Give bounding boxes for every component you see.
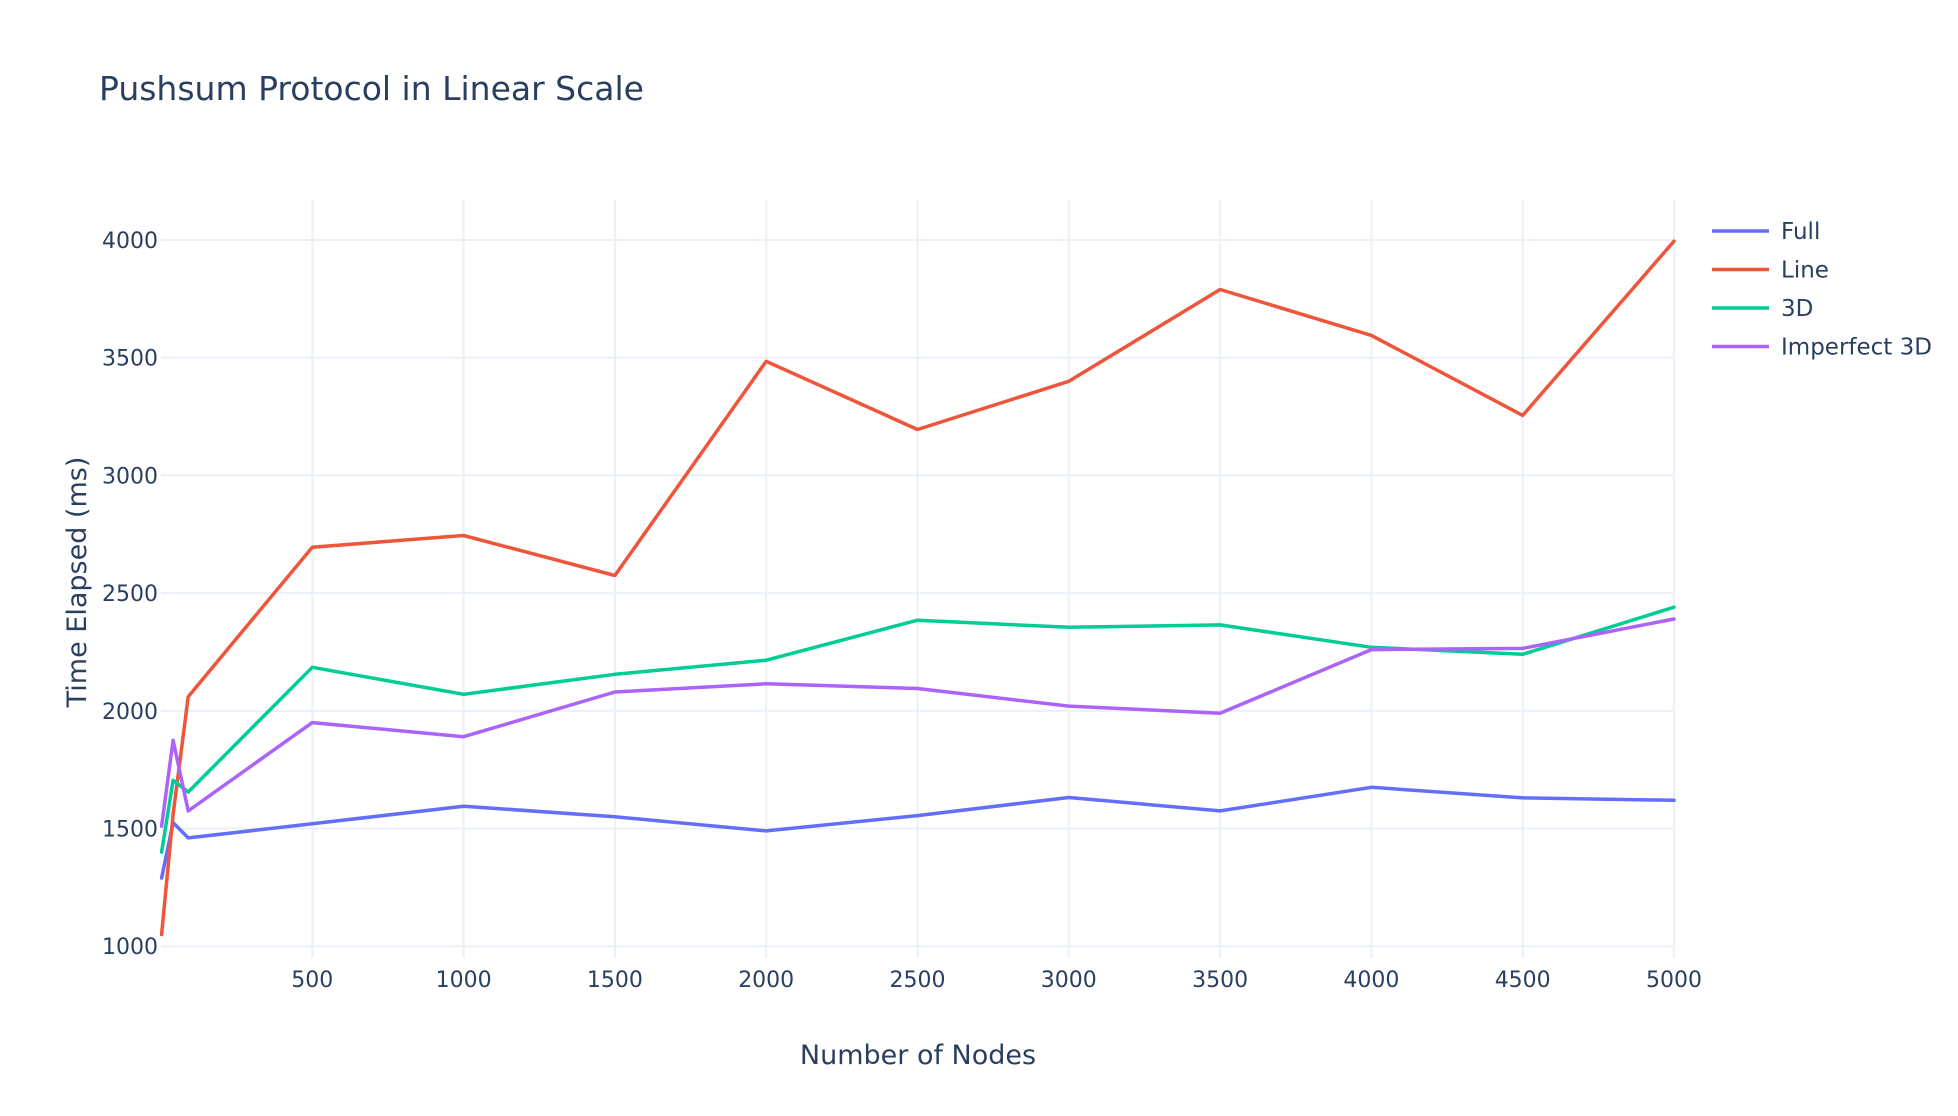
x-axis-ticks: 500 1000 1500 2000 2500 3000 3500 4000 4500 5000 [291, 968, 1702, 993]
x-tick-label: 2500 [890, 968, 946, 993]
y-axis-ticks: 1000 1500 2000 2500 3000 3500 4000 [102, 229, 158, 960]
series-line-imperfect-3d [159, 617, 1676, 828]
legend-item-3d[interactable]: 3D [1712, 296, 1813, 322]
y-tick-label: 1000 [102, 935, 158, 960]
x-tick-label: 1500 [587, 968, 643, 993]
legend-item-full[interactable]: Full [1712, 219, 1820, 245]
series-line-line [159, 239, 1676, 937]
legend-label: Full [1781, 219, 1820, 245]
x-tick-label: 500 [291, 968, 333, 993]
y-tick-label: 2000 [102, 700, 158, 725]
legend-label: Line [1781, 258, 1829, 284]
y-tick-label: 3000 [102, 464, 158, 489]
y-tick-label: 1500 [102, 818, 158, 843]
legend-item-line[interactable]: Line [1712, 258, 1829, 284]
y-tick-label: 4000 [102, 229, 158, 254]
legend-item-imperfect-3d[interactable]: Imperfect 3D [1712, 335, 1932, 361]
x-tick-label: 4000 [1343, 968, 1399, 993]
chart-title: Pushsum Protocol in Linear Scale [99, 69, 644, 108]
x-tick-label: 4500 [1495, 968, 1551, 993]
legend-label: Imperfect 3D [1781, 335, 1932, 361]
y-tick-label: 2500 [102, 582, 158, 607]
x-axis-title: Number of Nodes [800, 1040, 1036, 1071]
series-line-3d [159, 605, 1676, 854]
series-layer [159, 239, 1676, 937]
x-tick-label: 3000 [1041, 968, 1097, 993]
x-tick-label: 1000 [436, 968, 492, 993]
legend-label: 3D [1781, 296, 1813, 322]
y-tick-label: 3500 [102, 347, 158, 372]
x-tick-label: 3500 [1192, 968, 1248, 993]
legend[interactable]: Full Line 3D Imperfect 3D [1712, 219, 1932, 361]
x-tick-label: 5000 [1646, 968, 1702, 993]
x-tick-label: 2000 [738, 968, 794, 993]
y-axis-title: Time Elapsed (ms) [62, 457, 93, 709]
grid-layer [161, 200, 1675, 958]
series-line-full [159, 785, 1676, 880]
